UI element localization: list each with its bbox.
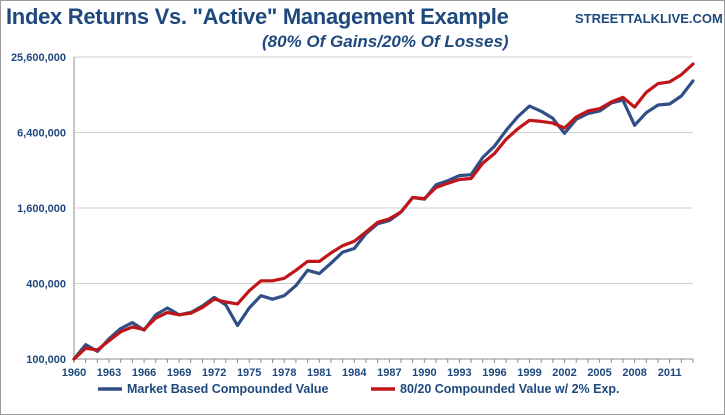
x-tick-label: 1975 — [237, 367, 261, 379]
axes — [73, 57, 693, 360]
chart-title: Index Returns Vs. "Active" Management Ex… — [6, 4, 509, 29]
y-tick-label: 100,000 — [26, 354, 66, 366]
series-lines — [72, 62, 695, 361]
legend: Market Based Compounded Value 80/20 Compo… — [98, 382, 620, 396]
y-tick-label: 25,600,000 — [11, 52, 66, 64]
x-tick-label: 1963 — [97, 367, 121, 379]
x-tick-label: 2005 — [587, 367, 611, 379]
x-tick-label: 1960 — [62, 367, 86, 379]
grid-lines — [74, 56, 693, 284]
x-tick-label: 2011 — [658, 367, 682, 379]
legend-label: Market Based Compounded Value — [127, 382, 328, 396]
brand-watermark: STREETTALKLIVE.COM — [575, 11, 723, 26]
x-axis-ticks: 1960 1963 1966 1969 1972 1975 1978 1981 1984 1987… — [62, 359, 694, 379]
x-tick-label: 1990 — [412, 367, 436, 379]
y-tick-label: 1,600,000 — [17, 203, 66, 215]
y-tick-label: 400,000 — [26, 279, 66, 291]
y-tick-label: 6,400,000 — [17, 128, 66, 140]
x-tick-label: 1993 — [447, 367, 471, 379]
x-tick-label: 1981 — [307, 367, 331, 379]
active-series-line — [72, 62, 695, 361]
chart-subtitle: (80% Of Gains/20% Of Losses) — [262, 32, 509, 51]
x-tick-label: 1996 — [482, 367, 506, 379]
x-tick-label: 1972 — [202, 367, 226, 379]
x-tick-label: 2008 — [622, 367, 646, 379]
x-tick-label: 1999 — [517, 367, 541, 379]
legend-label: 80/20 Compounded Value w/ 2% Exp. — [400, 382, 620, 396]
x-tick-label: 1978 — [272, 367, 296, 379]
y-axis-ticks: 100,000 400,000 1,600,000 6,400,000 25,600,0… — [11, 52, 66, 366]
x-tick-label: 2002 — [552, 367, 576, 379]
x-tick-label: 1984 — [342, 367, 367, 379]
x-tick-label: 1966 — [132, 367, 156, 379]
x-tick-label: 1987 — [377, 367, 401, 379]
x-tick-label: 1969 — [167, 367, 191, 379]
